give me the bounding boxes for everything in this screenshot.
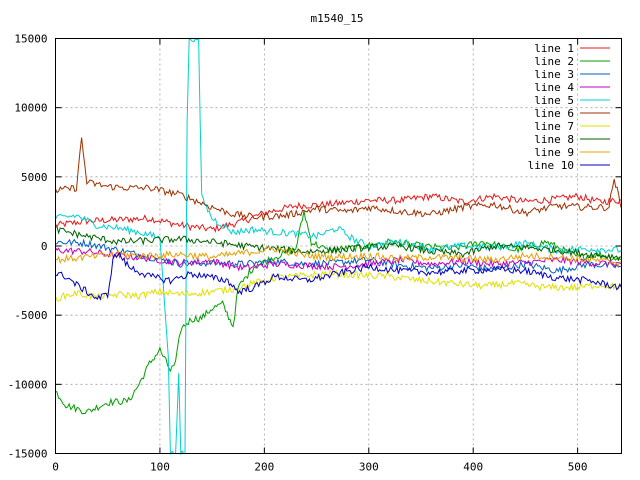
series-line-2 [55, 210, 622, 415]
x-tick-label: 400 [463, 461, 483, 474]
legend-label-7: line 7 [534, 120, 574, 133]
legend-label-3: line 3 [534, 68, 574, 81]
x-tick-label: 200 [254, 461, 274, 474]
y-tick-label: -5000 [14, 309, 47, 322]
series-line-1 [55, 192, 622, 233]
plot-frame [55, 38, 622, 454]
series-line-7 [55, 269, 622, 302]
x-axis-ticks: 0 100 200 300 400 500 [52, 38, 588, 474]
y-tick-label: -15000 [8, 448, 48, 461]
legend-label-4: line 4 [534, 81, 574, 94]
y-tick-label: 0 [41, 240, 48, 253]
series-line-9 [55, 246, 622, 267]
series-line-8 [55, 226, 622, 262]
series-line-4 [55, 247, 622, 272]
legend-label-9: line 9 [534, 146, 574, 159]
x-tick-label: 100 [150, 461, 170, 474]
legend-label-2: line 2 [534, 55, 574, 68]
chart-title: m1540_15 [311, 12, 364, 25]
x-tick-label: 500 [568, 461, 588, 474]
legend-label-5: line 5 [534, 94, 574, 107]
legend-label-10: line 10 [528, 159, 574, 172]
series-line-5 [55, 37, 622, 456]
y-axis-ticks: -15000 -10000 -5000 0 5000 10000 15000 [8, 33, 622, 461]
y-tick-label: 15000 [14, 33, 47, 46]
series-group [55, 37, 622, 456]
series-line-6 [55, 137, 622, 222]
legend-label-1: line 1 [534, 42, 574, 55]
legend-label-8: line 8 [534, 133, 574, 146]
series-line-10 [55, 251, 622, 301]
y-tick-label: -10000 [8, 378, 48, 391]
legend-label-6: line 6 [534, 107, 574, 120]
y-tick-label: 10000 [14, 102, 47, 115]
x-tick-label: 300 [359, 461, 379, 474]
y-tick-label: 5000 [21, 171, 48, 184]
x-tick-label: 0 [52, 461, 59, 474]
